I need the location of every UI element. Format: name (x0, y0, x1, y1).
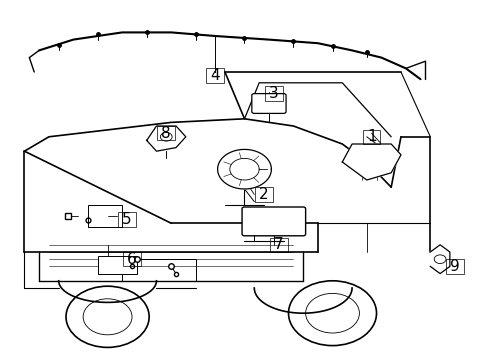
Bar (362, 130, 380, 144)
Text: 2: 2 (259, 187, 268, 202)
Bar (445, 259, 463, 274)
Bar (88, 205, 122, 227)
Polygon shape (429, 245, 449, 274)
Bar (122, 259, 195, 281)
Text: 4: 4 (210, 68, 220, 83)
Text: 8: 8 (161, 126, 171, 141)
FancyBboxPatch shape (242, 207, 305, 236)
Bar (264, 86, 282, 101)
FancyBboxPatch shape (251, 94, 285, 113)
Polygon shape (146, 126, 185, 151)
Bar (206, 68, 224, 83)
Bar (123, 252, 141, 266)
Text: 3: 3 (268, 86, 278, 101)
Polygon shape (217, 149, 271, 189)
Text: 9: 9 (449, 259, 459, 274)
Text: 5: 5 (122, 212, 132, 227)
Bar (255, 187, 272, 202)
Bar (118, 212, 136, 227)
Text: 7: 7 (273, 237, 283, 252)
Bar (157, 126, 175, 140)
Bar (98, 256, 137, 274)
Text: 6: 6 (127, 252, 137, 267)
Text: 1: 1 (366, 129, 376, 144)
Bar (269, 238, 287, 252)
Polygon shape (342, 144, 400, 180)
